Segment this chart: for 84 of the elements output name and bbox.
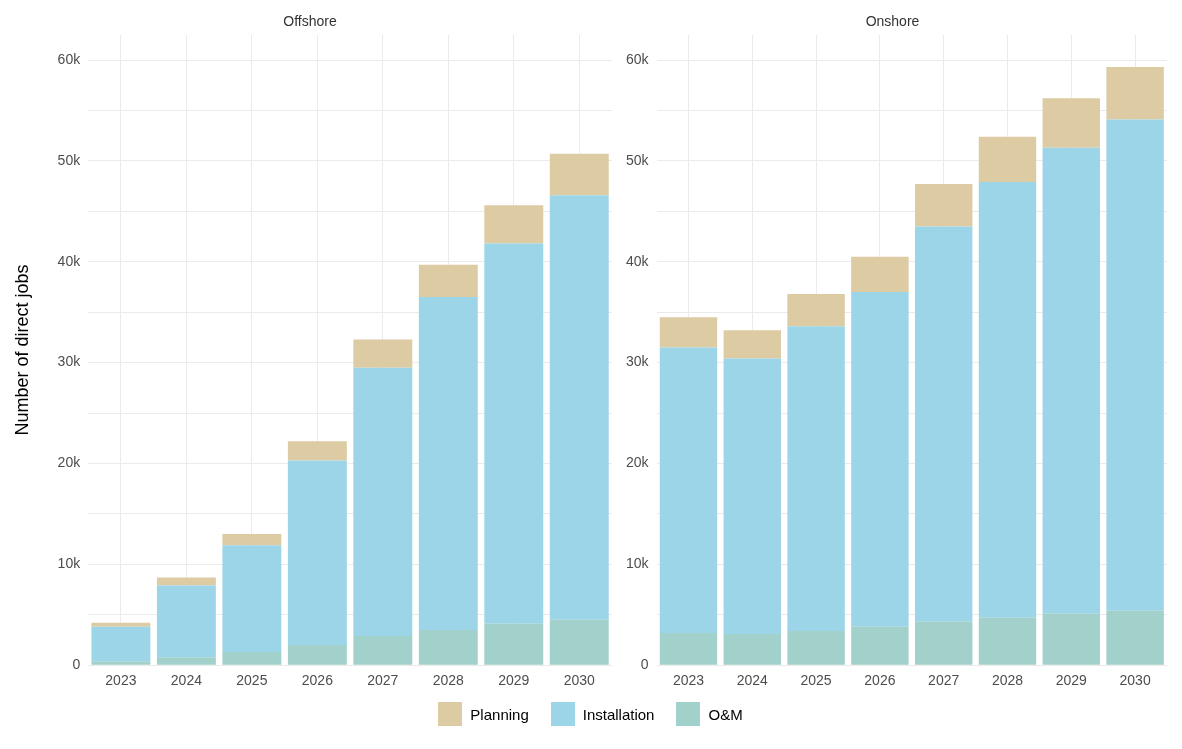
legend-label: Planning [470, 705, 529, 723]
chart-title: Offshore [283, 13, 337, 30]
bar [787, 326, 845, 631]
y-tick-label: 20k [57, 454, 82, 471]
bar [287, 645, 347, 665]
bar [723, 358, 781, 634]
y-tick-label: 0 [640, 656, 649, 673]
x-tick-label: 2028 [991, 672, 1024, 689]
bar [549, 195, 609, 620]
y-tick-label: 50k [625, 151, 650, 168]
bar [222, 652, 282, 665]
bar [851, 626, 909, 665]
bar [484, 243, 544, 624]
bar [156, 577, 216, 586]
y-tick-label: 50k [57, 151, 82, 168]
bar [156, 585, 216, 658]
bar [287, 460, 347, 646]
bar [549, 153, 609, 196]
bar [978, 617, 1037, 665]
x-tick-label: 2029 [1055, 672, 1088, 689]
y-tick-label: 30k [625, 353, 650, 370]
legend-label: O&M [708, 705, 743, 723]
bar [787, 630, 845, 665]
bar [353, 635, 413, 665]
y-tick-label: 30k [57, 353, 82, 370]
bar [914, 184, 973, 227]
bar [787, 294, 845, 327]
bar [978, 136, 1037, 183]
x-tick-label: 2026 [301, 672, 334, 689]
y-tick-label: 10k [625, 555, 650, 572]
bar [851, 256, 909, 292]
x-tick-label: 2027 [367, 672, 399, 689]
bar [91, 622, 151, 627]
y-tick-label: 60k [625, 50, 650, 67]
y-tick-label: 40k [625, 252, 650, 269]
y-tick-label: 40k [57, 252, 82, 269]
x-tick-label: 2024 [170, 672, 203, 689]
y-axis-title: Number of direct jobs [11, 264, 32, 436]
bar [914, 621, 973, 665]
bar [91, 626, 151, 662]
x-tick-label: 2025 [800, 672, 832, 689]
y-tick-label: 20k [625, 454, 650, 471]
bar [418, 297, 478, 630]
bar [418, 264, 478, 298]
bar [1106, 67, 1164, 120]
legend-label: Installation [582, 705, 655, 723]
bar [1042, 98, 1101, 148]
chart-title: Onshore [865, 13, 920, 30]
y-tick-label: 60k [57, 50, 82, 67]
bar [353, 339, 413, 368]
bar [659, 632, 718, 665]
bar [353, 367, 413, 636]
x-tick-label: 2023 [105, 672, 137, 689]
bar [723, 330, 781, 359]
bar [484, 623, 544, 665]
x-tick-label: 2029 [498, 672, 530, 689]
bar [1106, 610, 1164, 665]
bar [723, 633, 781, 665]
bar [222, 534, 282, 546]
bar [659, 347, 718, 633]
x-tick-label: 2028 [432, 672, 465, 689]
bar [156, 657, 216, 665]
x-tick-label: 2025 [236, 672, 268, 689]
x-tick-label: 2023 [672, 672, 705, 689]
bar [659, 317, 718, 348]
x-tick-label: 2026 [864, 672, 896, 689]
bar [914, 226, 973, 622]
bar [91, 661, 151, 665]
bar [851, 292, 909, 627]
bar [484, 205, 544, 244]
bar [222, 545, 282, 653]
y-tick-label: 0 [72, 656, 81, 673]
y-tick-label: 10k [57, 555, 82, 572]
x-tick-label: 2030 [563, 672, 596, 689]
x-tick-label: 2024 [736, 672, 769, 689]
bar [549, 619, 609, 665]
x-tick-label: 2030 [1119, 672, 1151, 689]
bar [287, 441, 347, 461]
bar [418, 629, 478, 665]
bar [1042, 613, 1101, 665]
x-tick-label: 2027 [928, 672, 960, 689]
bar [1042, 147, 1101, 614]
bar [978, 182, 1037, 618]
bar [1106, 119, 1164, 611]
